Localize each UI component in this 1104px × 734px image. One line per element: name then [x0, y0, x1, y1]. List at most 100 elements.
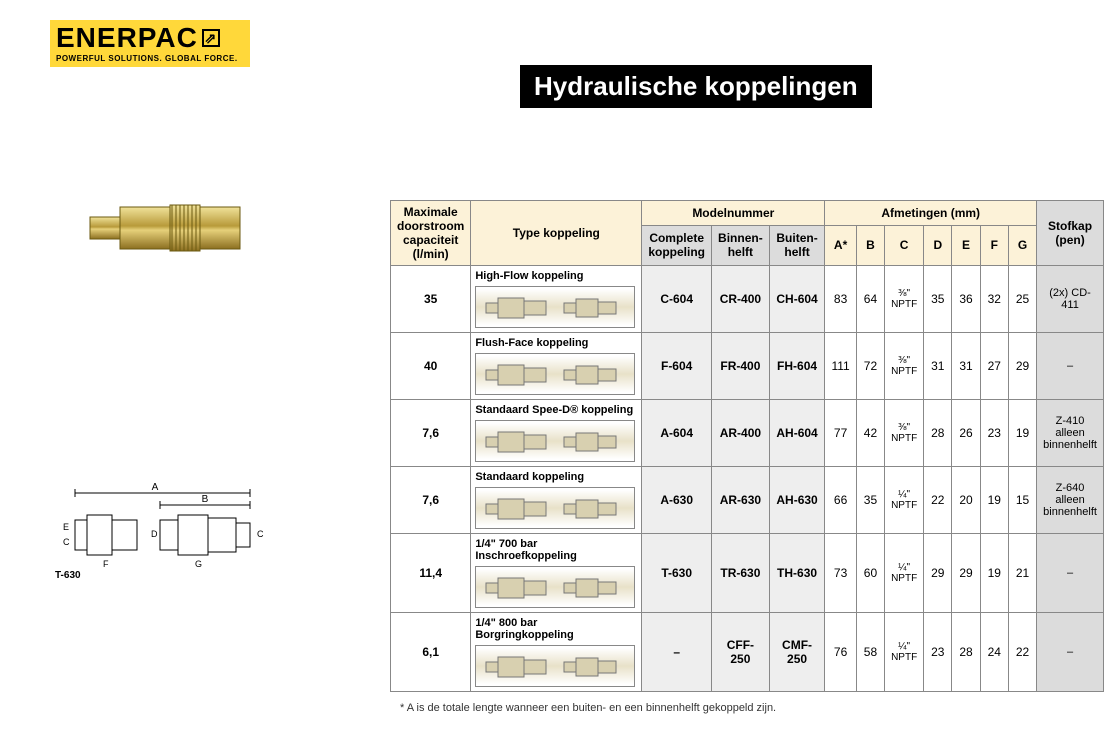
cell-C: ¼" NPTF: [885, 467, 924, 534]
hdr-E: E: [952, 225, 980, 265]
table-row: 7,6Standaard koppelingA-630AR-630AH-6306…: [391, 467, 1104, 534]
brand-logo: ENERPAC ⇗ POWERFUL SOLUTIONS. GLOBAL FOR…: [50, 20, 270, 67]
cell-G: 29: [1008, 333, 1036, 400]
cell-C: ⅜" NPTF: [885, 333, 924, 400]
cell-outer: TH-630: [769, 534, 825, 613]
cell-dustcap: –: [1037, 613, 1104, 692]
footnote: * A is de totale lengte wanneer een buit…: [400, 702, 776, 714]
cell-E: 20: [952, 467, 980, 534]
cell-D: 28: [924, 400, 952, 467]
type-thumb-icon: [475, 353, 635, 395]
type-name: 1/4" 800 bar Borgringkoppeling: [475, 617, 637, 641]
type-thumb-icon: [475, 566, 635, 608]
cell-complete: F-604: [642, 333, 712, 400]
cell-E: 29: [952, 534, 980, 613]
cell-E: 36: [952, 266, 980, 333]
table-row: 11,41/4" 700 bar InschroefkoppelingT-630…: [391, 534, 1104, 613]
cell-E: 26: [952, 400, 980, 467]
cell-C: ¼" NPTF: [885, 534, 924, 613]
cell-capacity: 35: [391, 266, 471, 333]
svg-text:A: A: [152, 482, 159, 493]
cell-C: ⅜" NPTF: [885, 400, 924, 467]
hdr-G: G: [1008, 225, 1036, 265]
cell-inner: FR-400: [712, 333, 770, 400]
cell-B: 42: [856, 400, 884, 467]
hdr-D: D: [924, 225, 952, 265]
cell-dustcap: –: [1037, 534, 1104, 613]
diagram-label: T-630: [55, 570, 81, 581]
cell-dustcap: Z-640 alleen binnenhelft: [1037, 467, 1104, 534]
type-name: High-Flow koppeling: [475, 270, 637, 282]
cell-complete: –: [642, 613, 712, 692]
cell-E: 31: [952, 333, 980, 400]
hdr-C: C: [885, 225, 924, 265]
cell-B: 35: [856, 467, 884, 534]
hdr-type: Type koppeling: [471, 201, 642, 266]
cell-B: 60: [856, 534, 884, 613]
svg-text:C: C: [63, 537, 70, 547]
logo-box: ENERPAC ⇗ POWERFUL SOLUTIONS. GLOBAL FOR…: [50, 20, 250, 67]
cell-G: 15: [1008, 467, 1036, 534]
cell-type: Flush-Face koppeling: [471, 333, 642, 400]
cell-complete: C-604: [642, 266, 712, 333]
cell-C: ¼" NPTF: [885, 613, 924, 692]
hdr-dustcap: Stofkap (pen): [1037, 201, 1104, 266]
cell-D: 31: [924, 333, 952, 400]
cell-dustcap: Z-410 alleen binnenhelft: [1037, 400, 1104, 467]
hdr-outer: Buiten-helft: [769, 225, 825, 265]
hdr-inner: Binnen-helft: [712, 225, 770, 265]
logo-tagline: POWERFUL SOLUTIONS. GLOBAL FORCE.: [56, 54, 244, 63]
cell-B: 58: [856, 613, 884, 692]
table-row: 35High-Flow koppelingC-604CR-400CH-60483…: [391, 266, 1104, 333]
cell-G: 25: [1008, 266, 1036, 333]
cell-B: 64: [856, 266, 884, 333]
svg-text:B: B: [202, 494, 209, 505]
cell-F: 19: [980, 467, 1008, 534]
cell-G: 22: [1008, 613, 1036, 692]
logo-symbol-icon: ⇗: [202, 29, 220, 47]
cell-complete: A-604: [642, 400, 712, 467]
hdr-dim-group: Afmetingen (mm): [825, 201, 1037, 226]
cell-type: Standaard koppeling: [471, 467, 642, 534]
cell-A: 73: [825, 534, 857, 613]
logo-brand: ENERPAC ⇗: [56, 24, 244, 52]
cell-G: 19: [1008, 400, 1036, 467]
cell-F: 19: [980, 534, 1008, 613]
cell-type: 1/4" 700 bar Inschroefkoppeling: [471, 534, 642, 613]
cell-capacity: 7,6: [391, 467, 471, 534]
product-photo: [80, 185, 250, 270]
cell-C: ⅜" NPTF: [885, 266, 924, 333]
cell-complete: A-630: [642, 467, 712, 534]
type-name: Flush-Face koppeling: [475, 337, 637, 349]
cell-outer: CMF-250: [769, 613, 825, 692]
type-thumb-icon: [475, 487, 635, 529]
table-row: 40Flush-Face koppelingF-604FR-400FH-6041…: [391, 333, 1104, 400]
cell-complete: T-630: [642, 534, 712, 613]
cell-outer: AH-630: [769, 467, 825, 534]
cell-inner: CR-400: [712, 266, 770, 333]
table-header: Maximale doorstroom capaciteit (l/min) T…: [391, 201, 1104, 266]
cell-outer: CH-604: [769, 266, 825, 333]
cell-type: Standaard Spee-D® koppeling: [471, 400, 642, 467]
cell-outer: FH-604: [769, 333, 825, 400]
hdr-B: B: [856, 225, 884, 265]
type-thumb-icon: [475, 286, 635, 328]
type-name: Standaard koppeling: [475, 471, 637, 483]
cell-capacity: 7,6: [391, 400, 471, 467]
cell-dustcap: (2x) CD-411: [1037, 266, 1104, 333]
cell-E: 28: [952, 613, 980, 692]
table-row: 6,11/4" 800 bar Borgringkoppeling–CFF-25…: [391, 613, 1104, 692]
hdr-model-group: Modelnummer: [642, 201, 825, 226]
hdr-complete: Complete koppeling: [642, 225, 712, 265]
svg-text:C: C: [257, 529, 264, 539]
type-thumb-icon: [475, 420, 635, 462]
hdr-A: A*: [825, 225, 857, 265]
cell-outer: AH-604: [769, 400, 825, 467]
cell-type: 1/4" 800 bar Borgringkoppeling: [471, 613, 642, 692]
spec-table: Maximale doorstroom capaciteit (l/min) T…: [390, 200, 1104, 692]
cell-D: 35: [924, 266, 952, 333]
page-title: Hydraulische koppelingen: [520, 65, 872, 108]
table-row: 7,6Standaard Spee-D® koppelingA-604AR-40…: [391, 400, 1104, 467]
cell-A: 76: [825, 613, 857, 692]
dimension-diagram: A B E C D C F G: [55, 475, 285, 570]
